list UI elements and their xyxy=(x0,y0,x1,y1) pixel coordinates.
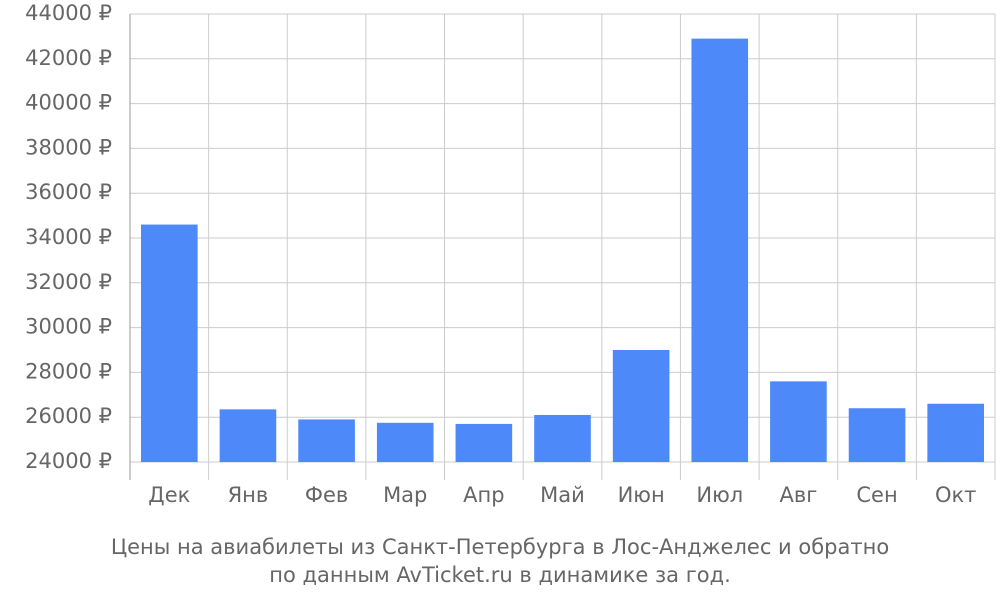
bar xyxy=(376,422,434,462)
bar xyxy=(455,423,513,462)
x-tick-label: Апр xyxy=(463,483,504,507)
bar xyxy=(298,419,355,462)
y-tick-label: 32000 ₽ xyxy=(25,270,112,294)
bar xyxy=(612,350,670,462)
x-tick-label: Сен xyxy=(856,483,897,507)
y-tick-label: 38000 ₽ xyxy=(25,135,112,159)
x-tick-label: Мар xyxy=(383,483,427,507)
bar xyxy=(927,403,984,462)
y-tick-label: 42000 ₽ xyxy=(25,46,112,70)
x-tick-label: Дек xyxy=(148,483,190,507)
bar xyxy=(848,408,906,462)
x-tick-label: Май xyxy=(540,483,585,507)
x-tick-label: Янв xyxy=(228,483,269,507)
y-tick-label: 36000 ₽ xyxy=(25,180,112,204)
bar xyxy=(770,381,827,462)
y-tick-label: 34000 ₽ xyxy=(25,225,112,249)
bar xyxy=(219,409,277,462)
x-tick-label: Июн xyxy=(618,483,665,507)
bar xyxy=(534,414,591,462)
bar xyxy=(691,38,749,462)
x-tick-label: Июл xyxy=(696,483,743,507)
y-tick-label: 44000 ₽ xyxy=(25,1,112,25)
chart-title: по данным AvTicket.ru в динамике за год. xyxy=(269,563,731,587)
x-tick-label: Фев xyxy=(305,483,348,507)
y-tick-label: 28000 ₽ xyxy=(25,359,112,383)
x-tick-label: Авг xyxy=(780,483,818,507)
y-tick-label: 40000 ₽ xyxy=(25,91,112,115)
x-tick-label: Окт xyxy=(935,483,976,507)
y-tick-label: 26000 ₽ xyxy=(25,404,112,428)
chart-title: Цены на авиабилеты из Санкт-Петербурга в… xyxy=(111,535,889,559)
y-tick-label: 24000 ₽ xyxy=(25,449,112,473)
y-tick-label: 30000 ₽ xyxy=(25,315,112,339)
bar xyxy=(141,224,198,462)
